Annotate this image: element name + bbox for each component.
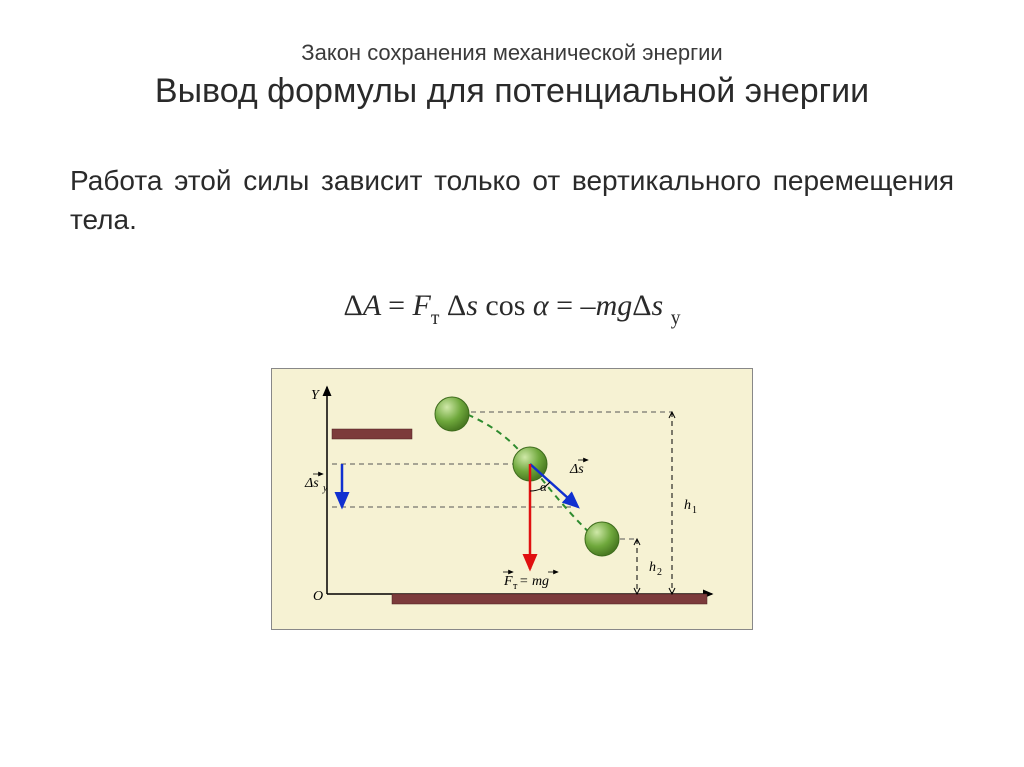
formula-F: F — [413, 289, 431, 322]
svg-text:h: h — [684, 498, 691, 513]
formula: ΔA = Fт Δs cos α = –mgΔs y — [0, 289, 1024, 328]
svg-text:F: F — [503, 574, 513, 589]
svg-text:т: т — [513, 581, 518, 592]
svg-text:Δs: Δs — [304, 476, 319, 491]
svg-text:2: 2 — [657, 567, 662, 578]
svg-text:y: y — [322, 483, 328, 494]
svg-text:Δs: Δs — [569, 462, 584, 477]
svg-text:O: O — [313, 589, 323, 604]
svg-text:h: h — [649, 560, 656, 575]
body-text: Работа этой силы зависит только от верти… — [70, 161, 954, 239]
slide-title: Вывод формулы для потенциальной энергии — [0, 72, 1024, 111]
formula-lhs: A — [363, 289, 381, 322]
physics-diagram: OYΔsyΔsFт = mgαh1h2 — [271, 368, 753, 630]
svg-text:Y: Y — [311, 388, 321, 403]
svg-text:1: 1 — [692, 505, 697, 516]
slide-subtitle: Закон сохранения механической энергии — [0, 40, 1024, 66]
formula-rhs-sub: y — [671, 308, 681, 329]
slide: Закон сохранения механической энергии Вы… — [0, 0, 1024, 767]
svg-text:α: α — [540, 479, 548, 494]
svg-text:= mg: = mg — [519, 574, 549, 589]
formula-Fsub: т — [431, 308, 440, 329]
formula-delta: Δ — [344, 289, 363, 322]
formula-mg: mg — [596, 289, 633, 322]
